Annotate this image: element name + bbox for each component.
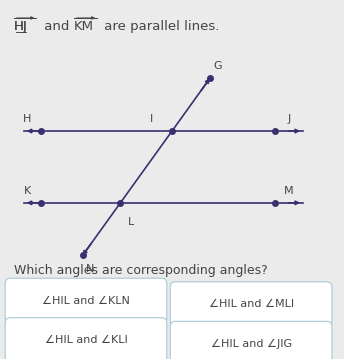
Text: ∠HIL and ∠JIG: ∠HIL and ∠JIG [211, 339, 292, 349]
Text: K: K [24, 186, 31, 196]
Point [80, 253, 85, 258]
Text: are parallel lines.: are parallel lines. [100, 20, 219, 33]
Text: N: N [86, 265, 94, 275]
Text: I: I [150, 114, 153, 124]
FancyBboxPatch shape [5, 318, 167, 359]
Point [272, 128, 278, 134]
Point [207, 75, 213, 81]
Text: ∠HIL and ∠MLI: ∠HIL and ∠MLI [208, 299, 294, 309]
Text: and: and [40, 20, 73, 33]
Text: KM: KM [74, 20, 94, 33]
Text: J: J [287, 114, 291, 124]
FancyBboxPatch shape [170, 321, 332, 359]
Text: HJ: HJ [14, 20, 28, 33]
FancyBboxPatch shape [5, 278, 167, 323]
Point [39, 128, 44, 134]
Text: Which angles are corresponding angles?: Which angles are corresponding angles? [14, 264, 268, 277]
Text: H: H [23, 114, 32, 124]
FancyBboxPatch shape [170, 282, 332, 327]
Point [272, 200, 278, 206]
Point [118, 200, 123, 206]
Text: H̲J̲: H̲J̲ [14, 20, 28, 33]
Text: G: G [213, 61, 222, 71]
Text: L: L [128, 217, 134, 227]
Text: ∠HIL and ∠KLI: ∠HIL and ∠KLI [45, 335, 127, 345]
Point [169, 128, 175, 134]
Point [39, 200, 44, 206]
Text: ∠HIL and ∠KLN: ∠HIL and ∠KLN [42, 296, 130, 306]
Text: M: M [284, 186, 294, 196]
